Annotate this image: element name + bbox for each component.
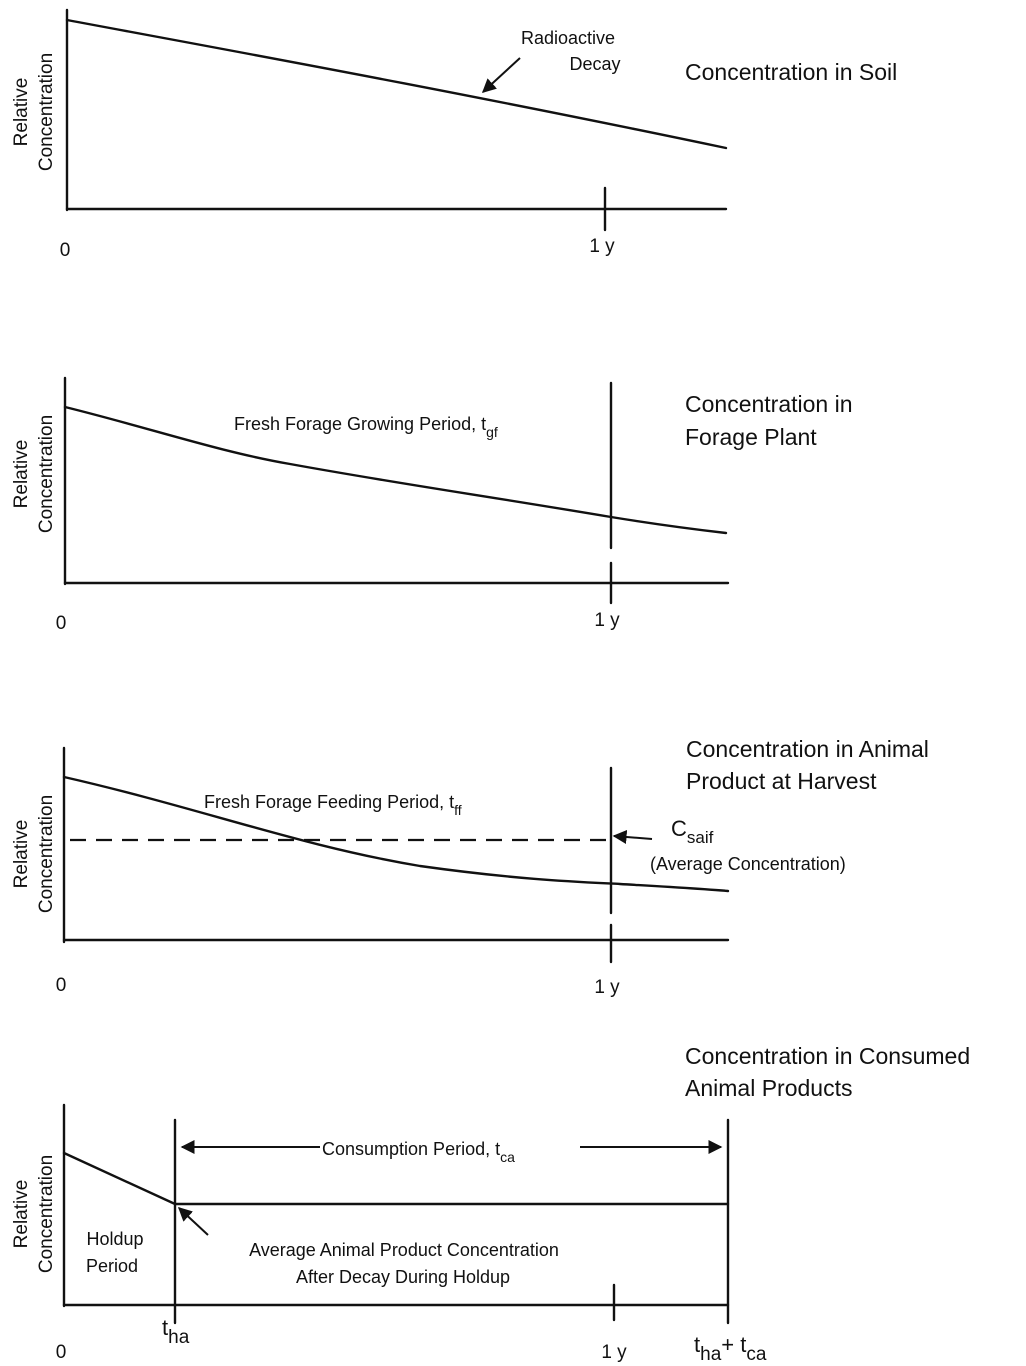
x-tick-zero: 0 [56, 613, 67, 634]
panel-title-line2: Animal Products [685, 1075, 852, 1101]
y-axis-label-line1: Relative [11, 78, 32, 147]
x-tick-holdup-letter: t [162, 1315, 168, 1340]
x-tick-end-plus: + t [721, 1332, 746, 1357]
growing-period-subscript: gf [486, 424, 498, 440]
feeding-period-label: Fresh Forage Feeding Period, tff [204, 792, 462, 818]
consumption-period-label: Consumption Period, tca [322, 1139, 515, 1165]
y-axis-label-line1: Relative [11, 820, 32, 889]
decay-arrow [481, 57, 521, 93]
holdup-label-line1: Holdup [86, 1229, 143, 1249]
panel-title-line1: Concentration in Consumed [685, 1043, 970, 1069]
feeding-period-subscript: ff [454, 802, 462, 818]
average-note-line2: After Decay During Holdup [296, 1267, 510, 1287]
x-tick-one-year: 1 y [589, 236, 615, 257]
average-symbol-letter: C [671, 816, 687, 841]
panel-title-line2: Forage Plant [685, 424, 817, 450]
x-tick-one-year: 1 y [594, 610, 620, 631]
holdup-decay-curve [62, 1151, 177, 1206]
y-axis-label-line2: Concentration [36, 795, 57, 913]
average-arrow [612, 830, 653, 844]
growing-period-text: Fresh Forage Growing Period, t [234, 414, 486, 434]
x-tick-one-year: 1 y [594, 977, 620, 998]
average-pointer-arrow [177, 1207, 209, 1236]
panel-title-line1: Concentration in Animal [686, 736, 929, 762]
panel-title-line1: Concentration in [685, 391, 853, 417]
x-tick-end-subscript2: ca [746, 1344, 767, 1365]
x-tick-zero: 0 [60, 240, 71, 261]
consumption-period-subscript: ca [500, 1149, 515, 1165]
x-tick-holdup: tha [162, 1315, 190, 1348]
panel-forage-plant: Relative Concentration 0 1 y Fresh Forag… [11, 376, 853, 634]
y-axis-label-line1: Relative [11, 440, 32, 509]
forage-concentration-curve [63, 405, 728, 535]
x-tick-zero: 0 [56, 975, 67, 996]
animal-concentration-curve [62, 775, 730, 893]
growing-period-label: Fresh Forage Growing Period, tgf [234, 414, 498, 440]
x-tick-end-subscript1: ha [700, 1344, 722, 1365]
annotation-line1: Radioactive [521, 28, 615, 48]
consumption-period-text: Consumption Period, t [322, 1139, 500, 1159]
holdup-label-line2: Period [86, 1256, 138, 1276]
panel-title: Concentration in Soil [685, 59, 897, 85]
x-tick-holdup-subscript: ha [168, 1327, 190, 1348]
x-tick-zero: 0 [56, 1342, 67, 1363]
soil-decay-curve [65, 18, 728, 150]
panel-animal-product-harvest: Relative Concentration 0 1 y Fresh Forag… [11, 736, 929, 998]
panel-title-line2: Product at Harvest [686, 768, 877, 794]
y-axis-label-line2: Concentration [36, 1155, 57, 1273]
x-tick-end: tha+ tca [694, 1332, 767, 1365]
average-concentration-note: (Average Concentration) [650, 854, 846, 874]
average-symbol: Csaif [671, 816, 714, 847]
annotation-line2: Decay [569, 54, 620, 74]
y-axis-label-line2: Concentration [36, 415, 57, 533]
panel-consumed-animal-products: Relative Concentration Holdup Period Con… [11, 1043, 970, 1365]
y-axis-label-line2: Concentration [36, 53, 57, 171]
y-axis-label-line1: Relative [11, 1180, 32, 1249]
x-tick-one-year: 1 y [601, 1342, 627, 1363]
average-note-line1: Average Animal Product Concentration [249, 1240, 559, 1260]
average-symbol-subscript: saif [687, 828, 714, 847]
x-tick-end-letter: t [694, 1332, 700, 1357]
feeding-period-text: Fresh Forage Feeding Period, t [204, 792, 454, 812]
panel-soil: Relative Concentration 0 1 y Radioactive… [11, 8, 897, 261]
